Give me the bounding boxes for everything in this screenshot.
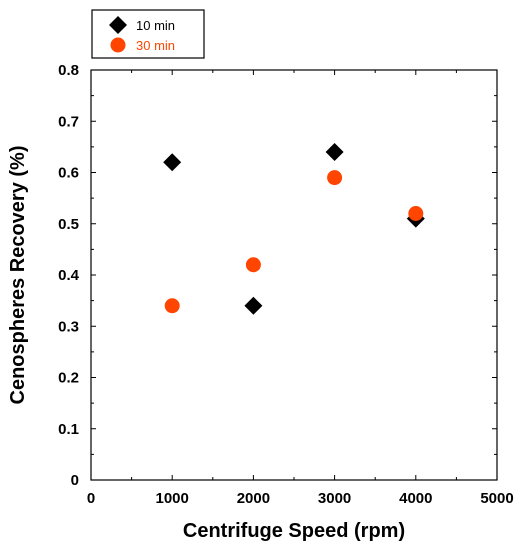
diamond-point-10min xyxy=(244,296,263,315)
legend-label: 30 min xyxy=(136,38,175,53)
x-tick-label: 3000 xyxy=(318,490,351,507)
x-tick-label: 0 xyxy=(87,490,95,507)
y-tick-label: 0.4 xyxy=(58,267,80,284)
x-tick-label: 4000 xyxy=(399,490,432,507)
y-tick-label: 0.3 xyxy=(58,318,79,335)
data-points xyxy=(163,143,425,315)
y-tick-label: 0.6 xyxy=(58,165,79,182)
axis-ticks xyxy=(90,69,498,481)
legend: 10 min 30 min xyxy=(91,9,205,59)
legend-label: 10 min xyxy=(136,18,175,33)
x-tick-label: 5000 xyxy=(480,490,513,507)
circle-point-30min xyxy=(164,298,180,314)
circle-point-30min xyxy=(408,206,424,221)
y-tick-label: 0.2 xyxy=(58,370,79,387)
legend-box xyxy=(91,9,205,59)
diamond-point-10min xyxy=(163,153,182,172)
y-tick-label: 0.8 xyxy=(58,62,79,79)
circle-point-30min xyxy=(327,170,343,186)
y-tick-label: 0.5 xyxy=(58,216,79,233)
legend-circle-marker xyxy=(110,37,126,53)
y-axis-title: Cenospheres Recovery (%) xyxy=(7,146,29,405)
x-axis-title: Centrifuge Speed (rpm) xyxy=(183,520,405,542)
diamond-point-10min xyxy=(325,143,344,161)
y-tick-label: 0 xyxy=(71,472,79,489)
plot-area xyxy=(90,69,498,481)
y-tick-label: 0.1 xyxy=(58,421,79,438)
legend-diamond-marker xyxy=(109,16,127,34)
x-tick-label: 1000 xyxy=(156,490,189,507)
y-tick-label: 0.7 xyxy=(58,113,79,130)
axis-tick-labels: 0 1000 2000 3000 4000 5000 0 0.1 0.2 0.3 0.4 0.5 0.6… xyxy=(58,62,514,507)
x-tick-label: 2000 xyxy=(237,490,270,507)
circle-point-30min xyxy=(245,257,261,273)
